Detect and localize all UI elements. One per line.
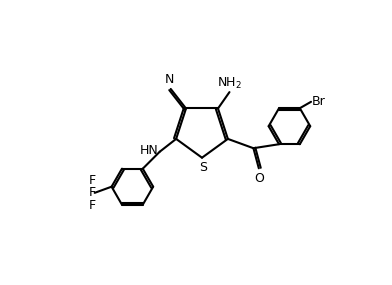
Text: Br: Br xyxy=(312,95,326,108)
Text: F: F xyxy=(89,199,96,212)
Text: HN: HN xyxy=(140,144,158,157)
Text: F: F xyxy=(89,174,96,187)
Text: N: N xyxy=(165,73,174,86)
Text: NH$_2$: NH$_2$ xyxy=(217,76,242,91)
Text: F: F xyxy=(89,186,96,199)
Text: O: O xyxy=(254,172,264,185)
Text: S: S xyxy=(199,161,207,174)
